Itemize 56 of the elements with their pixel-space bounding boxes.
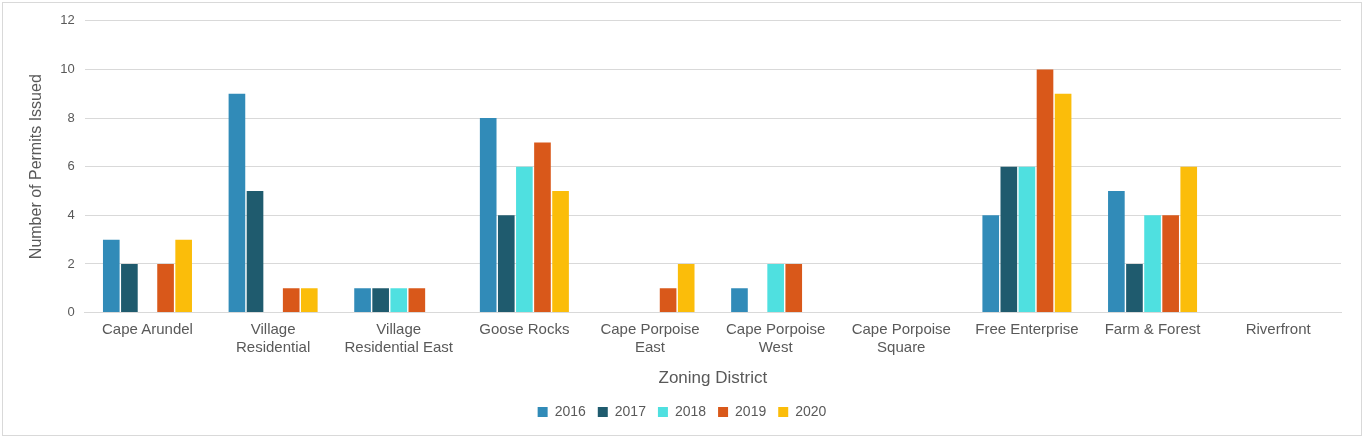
- x-tick-label: Cape Porpoise East: [600, 319, 700, 355]
- bar: [1144, 215, 1161, 313]
- bar: [1054, 93, 1072, 313]
- bar: [102, 239, 120, 313]
- bar: [731, 288, 748, 313]
- bar: [1162, 215, 1179, 313]
- x-tick-label: Cape Arundel: [102, 319, 193, 337]
- y-tick-label: 0: [67, 304, 75, 320]
- y-tick-label: 2: [67, 255, 75, 271]
- legend-label: 2017: [614, 402, 647, 419]
- bar: [1018, 166, 1036, 313]
- y-tick-label: 6: [67, 158, 75, 174]
- bar: [228, 93, 246, 313]
- legend-label: 2019: [735, 402, 767, 419]
- legend-label: 2018: [674, 402, 707, 419]
- y-tick-label: 4: [67, 206, 75, 222]
- bar: [1036, 69, 1054, 313]
- x-tick-label: Cape Porpoise Square: [851, 319, 951, 355]
- bar: [1000, 166, 1018, 313]
- x-tick-label: Farm & Forest: [1104, 319, 1202, 337]
- bar: [390, 288, 408, 313]
- bar: [552, 191, 569, 313]
- bar: [497, 215, 515, 313]
- bar: [1180, 166, 1198, 313]
- bar: [121, 263, 138, 313]
- x-tick-label: Riverfront: [1245, 319, 1312, 337]
- bar: [372, 288, 389, 313]
- bar: [1126, 263, 1143, 313]
- y-tick-label: 10: [60, 61, 75, 77]
- x-axis-title: Zoning District: [658, 368, 768, 388]
- bar: [659, 288, 677, 313]
- legend-label: 2016: [554, 402, 586, 419]
- bar: [785, 263, 803, 313]
- x-tick-label: Goose Rocks: [479, 319, 570, 337]
- bar: [479, 118, 497, 313]
- x-tick-label: Free Enterprise: [975, 319, 1079, 337]
- legend-label: 2020: [795, 402, 827, 419]
- bar: [408, 288, 426, 313]
- y-axis-title: Number of Permits Issued: [27, 74, 45, 260]
- bar: [354, 288, 371, 313]
- y-tick-label: 12: [60, 12, 75, 28]
- bar: [300, 288, 318, 313]
- bar: [282, 288, 300, 313]
- bar: [175, 239, 192, 313]
- bar: [157, 263, 174, 313]
- x-tick-label: Cape Porpoise West: [726, 319, 826, 355]
- bar: [1108, 191, 1125, 313]
- x-tick-label: Village Residential East: [344, 319, 454, 355]
- bar: [677, 263, 695, 313]
- bar: [516, 166, 533, 313]
- bar: [246, 191, 264, 313]
- y-tick-label: 8: [67, 109, 75, 125]
- bar: [982, 215, 1000, 313]
- x-tick-label: Village Residential: [236, 319, 311, 355]
- bar: [534, 142, 551, 313]
- bar: [767, 263, 784, 313]
